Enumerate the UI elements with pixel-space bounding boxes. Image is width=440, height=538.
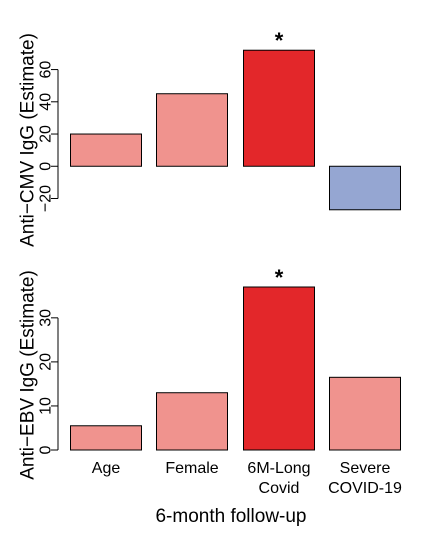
y-tick-label: 0 (38, 162, 55, 171)
bar-6m-long-covid (243, 49, 315, 167)
y-tick-label: 40 (38, 93, 55, 111)
y-tick-label: 30 (38, 309, 55, 327)
x-tick-label: Age (92, 460, 121, 477)
significance-star: * (275, 265, 284, 290)
bar-severe-covid-19 (329, 165, 401, 211)
y-tick-label: 60 (38, 61, 55, 79)
y-axis-label: Anti−EBV IgG (Estimate) (18, 270, 39, 480)
significance-star: * (275, 28, 284, 53)
bar-female (156, 93, 228, 167)
bar-female (156, 392, 228, 451)
y-tick-label: −20 (38, 185, 55, 212)
y-axis-label: Anti−CMV IgG (Estimate) (18, 33, 39, 247)
bar-severe-covid-19 (329, 376, 401, 451)
x-tick-label: 6M-Long Covid (247, 460, 310, 497)
bar-age (70, 425, 142, 451)
y-tick-label: 20 (38, 353, 55, 371)
x-tick-label: Severe COVID-19 (328, 460, 402, 497)
y-tick-label: 0 (38, 445, 55, 454)
x-axis-label: 6-month follow-up (155, 506, 306, 527)
x-tick-label: Female (165, 460, 218, 477)
bar-age (70, 133, 142, 167)
bar-6m-long-covid (243, 286, 315, 451)
y-tick-label: 10 (38, 397, 55, 415)
y-tick-label: 20 (38, 125, 55, 143)
